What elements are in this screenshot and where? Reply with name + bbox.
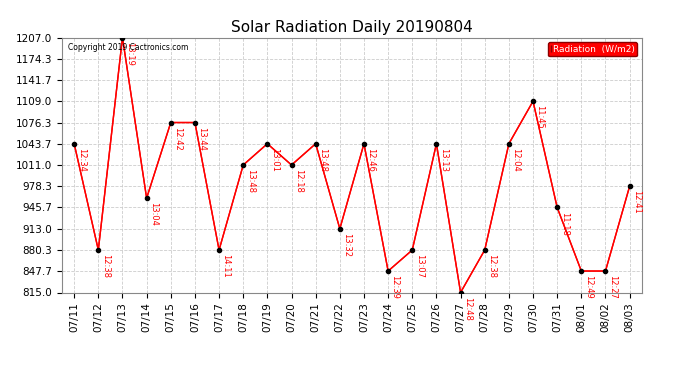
Text: 12:18: 12:18 — [294, 169, 303, 193]
Text: 12:41: 12:41 — [632, 190, 641, 214]
Title: Solar Radiation Daily 20190804: Solar Radiation Daily 20190804 — [231, 20, 473, 35]
Text: 13:44: 13:44 — [197, 127, 206, 151]
Text: 12:04: 12:04 — [511, 148, 520, 172]
Text: 13:01: 13:01 — [270, 148, 279, 172]
Legend: Radiation  (W/m2): Radiation (W/m2) — [548, 42, 637, 56]
Text: 12:34: 12:34 — [77, 148, 86, 172]
Text: 13:19: 13:19 — [125, 42, 134, 66]
Text: 13:13: 13:13 — [439, 148, 448, 172]
Text: 13:48: 13:48 — [318, 148, 327, 172]
Text: Copyright 2019 Cactronics.com: Copyright 2019 Cactronics.com — [68, 43, 188, 52]
Text: 13:07: 13:07 — [415, 254, 424, 278]
Text: 11:45: 11:45 — [535, 105, 544, 129]
Text: 13:32: 13:32 — [342, 233, 351, 257]
Text: 11:18: 11:18 — [560, 211, 569, 236]
Text: 12:46: 12:46 — [366, 148, 375, 172]
Text: 12:49: 12:49 — [584, 275, 593, 299]
Text: 12:38: 12:38 — [101, 254, 110, 278]
Text: 12:38: 12:38 — [487, 254, 496, 278]
Text: 13:04: 13:04 — [149, 202, 158, 226]
Text: 12:42: 12:42 — [173, 127, 182, 150]
Text: 12:27: 12:27 — [608, 275, 617, 299]
Text: 13:48: 13:48 — [246, 169, 255, 193]
Text: 14:11: 14:11 — [221, 254, 230, 278]
Text: 12:39: 12:39 — [391, 275, 400, 299]
Text: 12:48: 12:48 — [463, 297, 472, 321]
